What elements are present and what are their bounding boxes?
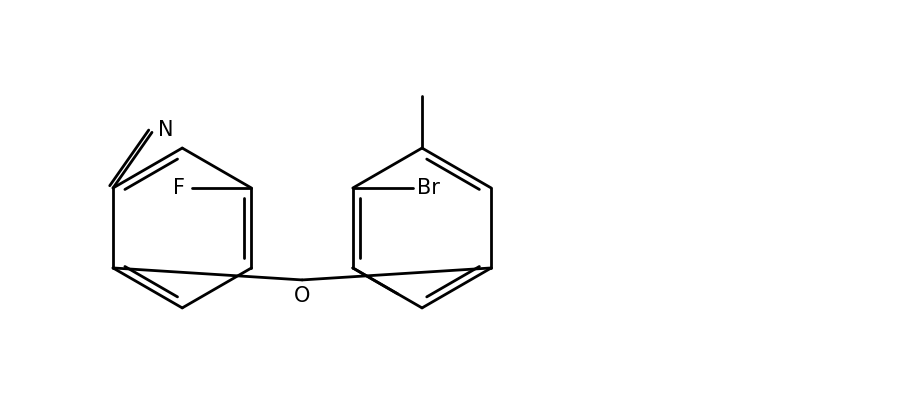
Text: N: N	[158, 120, 174, 140]
Text: Br: Br	[417, 178, 440, 198]
Text: F: F	[173, 178, 185, 198]
Text: O: O	[294, 286, 310, 306]
